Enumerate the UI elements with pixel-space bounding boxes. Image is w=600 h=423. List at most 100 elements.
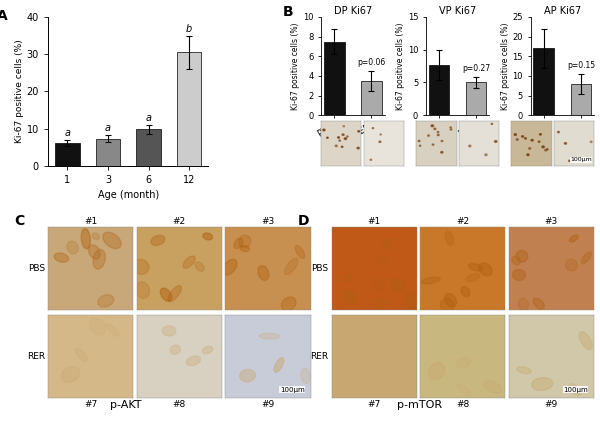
Ellipse shape: [344, 138, 347, 140]
Ellipse shape: [371, 278, 384, 291]
Ellipse shape: [569, 160, 570, 162]
Ellipse shape: [239, 235, 251, 247]
Ellipse shape: [479, 263, 492, 276]
Bar: [324, 41, 344, 115]
Ellipse shape: [518, 299, 529, 311]
Ellipse shape: [466, 274, 480, 282]
Ellipse shape: [404, 326, 419, 333]
Ellipse shape: [54, 253, 68, 262]
Text: a: a: [64, 128, 70, 138]
Ellipse shape: [440, 299, 454, 312]
Ellipse shape: [527, 154, 529, 156]
Text: a: a: [105, 123, 111, 133]
Bar: [361, 81, 382, 115]
Ellipse shape: [432, 144, 434, 145]
Ellipse shape: [404, 292, 418, 310]
Bar: [571, 84, 591, 115]
Ellipse shape: [391, 278, 406, 291]
Y-axis label: PBS: PBS: [28, 264, 45, 272]
Title: VP Ki67: VP Ki67: [439, 6, 476, 16]
Ellipse shape: [382, 239, 392, 249]
Ellipse shape: [92, 233, 100, 239]
Ellipse shape: [590, 141, 592, 143]
Ellipse shape: [469, 264, 482, 271]
Ellipse shape: [151, 235, 165, 245]
Ellipse shape: [445, 294, 457, 307]
X-axis label: #9: #9: [261, 401, 275, 409]
Ellipse shape: [377, 256, 386, 265]
Ellipse shape: [532, 378, 553, 390]
Ellipse shape: [323, 129, 325, 131]
Ellipse shape: [531, 140, 533, 141]
Text: p-AKT: p-AKT: [110, 400, 142, 410]
Ellipse shape: [379, 141, 381, 143]
Ellipse shape: [521, 136, 524, 137]
Y-axis label: RER: RER: [311, 352, 329, 360]
Ellipse shape: [339, 140, 340, 141]
Ellipse shape: [512, 256, 520, 265]
Y-axis label: Ki-67 positive cells (%): Ki-67 positive cells (%): [500, 22, 509, 110]
Ellipse shape: [344, 291, 356, 304]
Text: 100μm: 100μm: [563, 387, 588, 393]
Ellipse shape: [281, 297, 296, 311]
Text: B: B: [283, 5, 294, 19]
Ellipse shape: [445, 231, 454, 245]
Ellipse shape: [327, 137, 328, 138]
Ellipse shape: [93, 250, 106, 269]
X-axis label: #7: #7: [84, 401, 97, 409]
Y-axis label: PBS: PBS: [311, 264, 329, 272]
Ellipse shape: [170, 345, 180, 354]
Ellipse shape: [343, 126, 344, 127]
Ellipse shape: [234, 238, 243, 249]
Ellipse shape: [379, 332, 391, 347]
Ellipse shape: [557, 132, 559, 133]
Ellipse shape: [136, 282, 149, 298]
Ellipse shape: [514, 134, 517, 135]
Ellipse shape: [195, 262, 204, 271]
Ellipse shape: [418, 140, 420, 142]
Ellipse shape: [545, 149, 547, 151]
Text: p=0.27: p=0.27: [462, 64, 490, 73]
Title: #3: #3: [261, 217, 275, 226]
Ellipse shape: [81, 229, 91, 249]
Ellipse shape: [380, 350, 395, 360]
Ellipse shape: [517, 367, 531, 374]
Text: b: b: [186, 24, 192, 34]
Ellipse shape: [240, 246, 250, 252]
Ellipse shape: [524, 138, 526, 139]
Text: C: C: [14, 214, 24, 228]
Ellipse shape: [186, 356, 200, 365]
Ellipse shape: [223, 259, 237, 275]
Ellipse shape: [357, 147, 359, 149]
Bar: [177, 52, 201, 166]
Text: p=0.15: p=0.15: [567, 61, 595, 70]
Ellipse shape: [380, 134, 381, 135]
Ellipse shape: [421, 277, 440, 284]
Bar: [533, 48, 554, 115]
Ellipse shape: [106, 324, 119, 336]
Ellipse shape: [441, 140, 443, 142]
Ellipse shape: [335, 145, 337, 147]
Ellipse shape: [103, 232, 121, 249]
Ellipse shape: [485, 154, 487, 156]
Title: #3: #3: [545, 217, 558, 226]
Ellipse shape: [342, 134, 344, 135]
Ellipse shape: [168, 286, 181, 302]
Ellipse shape: [456, 357, 470, 368]
Ellipse shape: [162, 326, 176, 336]
Ellipse shape: [295, 246, 305, 258]
Bar: [96, 139, 120, 166]
Ellipse shape: [203, 233, 212, 240]
Ellipse shape: [274, 358, 284, 372]
Ellipse shape: [494, 140, 497, 143]
Ellipse shape: [341, 146, 343, 147]
X-axis label: #8: #8: [173, 401, 186, 409]
Ellipse shape: [258, 266, 269, 280]
Ellipse shape: [565, 143, 566, 144]
X-axis label: #8: #8: [456, 401, 469, 409]
Ellipse shape: [434, 128, 436, 129]
Ellipse shape: [428, 135, 430, 136]
Ellipse shape: [542, 146, 544, 148]
Title: #1: #1: [84, 217, 97, 226]
Text: p=0.06: p=0.06: [358, 58, 386, 67]
